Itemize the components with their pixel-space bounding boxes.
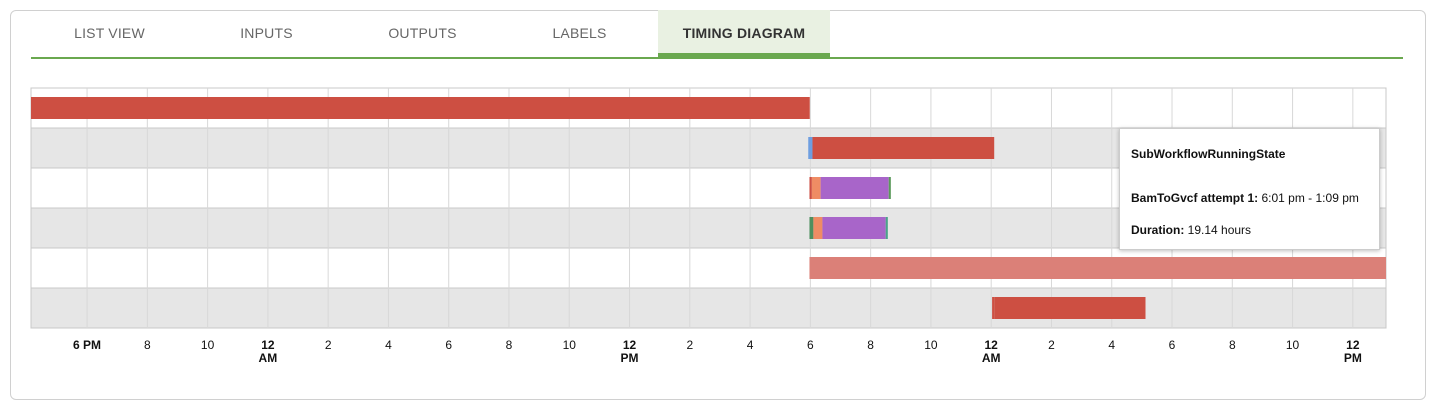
timing-bar <box>885 217 888 239</box>
value: 19.14 hours <box>1187 223 1252 237</box>
tooltip: SubWorkflowRunningState BamToGvcf attemp… <box>1119 128 1380 250</box>
timing-bar <box>31 97 810 119</box>
x-tick-label: 2 <box>686 338 694 352</box>
x-tick-label: 6 PM <box>73 338 102 352</box>
timing-bar <box>888 177 891 199</box>
x-tick-label: 10 <box>924 338 938 352</box>
x-tick-label: 8 <box>867 338 874 352</box>
timing-bar <box>812 137 995 159</box>
x-tick-label: 4 <box>385 338 392 352</box>
tab[interactable]: LIST VIEW <box>74 25 145 41</box>
timing-bar <box>820 177 889 199</box>
timing-bar <box>811 177 821 199</box>
tab[interactable]: OUTPUTS <box>388 25 457 41</box>
timing-bar <box>809 257 1386 279</box>
tooltip-duration: Duration: 19.14 hours <box>1131 223 1251 237</box>
tab[interactable]: INPUTS <box>240 25 293 41</box>
timing-bar <box>808 137 813 159</box>
x-tick-label: 4 <box>746 338 754 352</box>
tab[interactable]: LABELS <box>552 25 607 41</box>
tooltip-title: SubWorkflowRunningState <box>1131 147 1286 161</box>
x-tick-label: 12 AM <box>258 338 278 365</box>
x-tick-label: 2 <box>324 338 332 352</box>
timing-bar <box>809 217 814 239</box>
tab-underline <box>31 57 1403 59</box>
row-band <box>30 287 1387 329</box>
label: BamToGvcf attempt 1: <box>1131 191 1259 205</box>
tooltip-attempt: BamToGvcf attempt 1: 6:01 pm - 1:09 pm <box>1131 191 1359 205</box>
x-tick-label: 8 <box>505 338 513 352</box>
x-tick-label: 12 PM <box>1343 338 1362 365</box>
timing-bar <box>994 297 1146 319</box>
timing-bar <box>813 217 823 239</box>
x-tick-label: 10 <box>1285 338 1300 352</box>
label: Duration: <box>1131 223 1185 237</box>
page: {"tabs": ["LIST VIEW", "INPUTS", "OUTPUT… <box>10 10 1426 400</box>
x-tick-label: 4 <box>1108 338 1116 352</box>
x-tick-label: 8 <box>143 338 151 352</box>
timing-bar <box>809 177 812 199</box>
x-tick-label: 12 PM <box>620 338 639 365</box>
x-tick-label: 10 <box>562 338 576 352</box>
tab[interactable]: TIMING DIAGRAM <box>658 10 830 57</box>
x-tick-label: 10 <box>200 338 215 352</box>
x-tick-label: 12 AM <box>981 338 1001 365</box>
x-tick-label: 6 <box>1168 338 1176 352</box>
timing-bar <box>992 297 995 319</box>
value: 6:01 pm - 1:09 pm <box>1261 191 1359 205</box>
x-tick-label: 8 <box>1228 338 1236 352</box>
x-tick-label: 6 <box>445 338 453 352</box>
x-tick-label: 2 <box>1048 338 1055 352</box>
timing-bar <box>822 217 886 239</box>
x-tick-label: 6 <box>807 338 814 352</box>
